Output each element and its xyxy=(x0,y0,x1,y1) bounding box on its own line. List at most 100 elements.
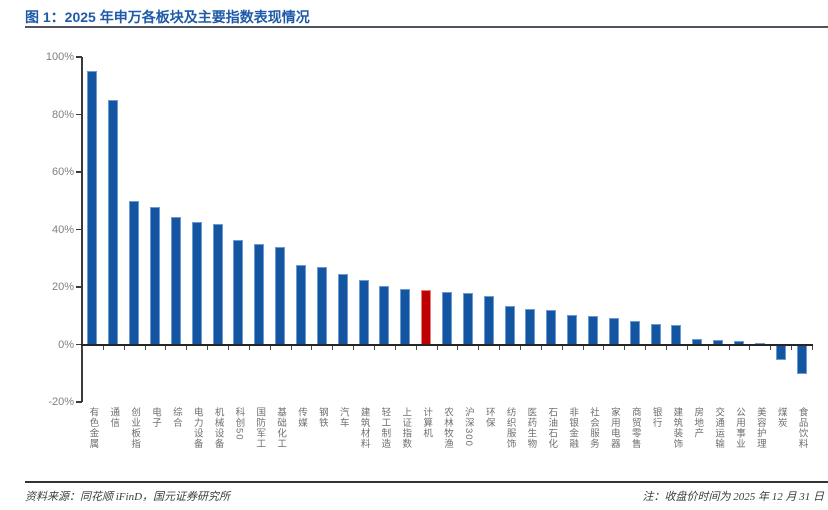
x-axis-tick xyxy=(666,345,667,350)
x-label-slot: 国防军工 xyxy=(249,407,270,483)
chart-bar xyxy=(337,274,348,345)
x-category-label: 食品饮料 xyxy=(796,407,808,449)
x-label-slot: 社会服务 xyxy=(583,407,604,483)
y-axis-tick xyxy=(76,113,82,116)
chart-bar xyxy=(441,291,452,345)
chart-bar xyxy=(504,305,515,345)
x-category-label: 建筑材料 xyxy=(358,407,370,449)
x-category-label: 钢铁 xyxy=(316,407,328,428)
x-label-slot: 电子 xyxy=(145,407,166,483)
y-axis-tick xyxy=(76,171,82,173)
plot-area: 100% 80% 60% 40% 20% 0% -20% xyxy=(46,51,813,408)
chart-bar xyxy=(567,315,578,345)
chart-bar-highlighted xyxy=(421,290,432,345)
chart-bar xyxy=(525,309,536,345)
x-label-slot: 创业板指 xyxy=(124,407,145,483)
x-axis-tick xyxy=(228,345,229,350)
x-category-label: 交通运输 xyxy=(713,407,725,449)
bar-slot xyxy=(82,57,103,402)
chart-bar xyxy=(316,266,327,345)
bar-slot xyxy=(437,57,458,402)
x-category-label: 公用事业 xyxy=(733,407,745,449)
x-axis-tick xyxy=(582,345,584,350)
y-axis-tick xyxy=(76,401,82,403)
x-category-label: 沪深300 xyxy=(462,407,474,447)
bar-slot xyxy=(749,57,770,402)
x-label-slot: 家用电器 xyxy=(603,407,624,483)
y-tick-label: 80% xyxy=(51,108,74,121)
x-axis-tick xyxy=(478,345,480,350)
x-axis-tick xyxy=(144,345,146,350)
y-axis-tick xyxy=(76,343,82,346)
chart-bar xyxy=(671,324,682,345)
x-axis-tick xyxy=(728,345,730,350)
x-label-slot: 美容护理 xyxy=(749,407,770,483)
chart-bar xyxy=(275,246,286,345)
x-category-label: 创业板指 xyxy=(129,407,141,449)
x-label-slot: 食品饮料 xyxy=(791,407,812,483)
x-label-slot: 轻工制造 xyxy=(374,407,395,483)
x-axis-tick xyxy=(812,345,813,350)
x-axis-tick xyxy=(561,345,563,350)
x-axis-tick xyxy=(290,345,292,350)
x-category-label: 纺织服饰 xyxy=(504,407,516,449)
bar-slot xyxy=(729,57,750,402)
bar-slot xyxy=(332,57,353,402)
x-axis-tick xyxy=(686,345,688,350)
x-label-slot: 计算机 xyxy=(416,407,437,483)
x-category-label: 农林牧渔 xyxy=(441,407,453,449)
x-label-slot: 建筑装饰 xyxy=(666,407,687,483)
x-label-slot: 商贸零售 xyxy=(624,407,645,483)
x-label-slot: 基础化工 xyxy=(270,407,291,483)
x-category-label: 传媒 xyxy=(295,407,307,428)
bar-slot xyxy=(270,57,291,402)
source-note: 资料来源：同花顺 iFinD，国元证券研究所 xyxy=(25,491,231,503)
chart-bar xyxy=(358,279,369,345)
x-label-slot: 钢铁 xyxy=(311,407,332,483)
x-axis-labels: 有色金属 通信 创业板指 电子 综合 电力设备 机械设备 科创50 国防军工 基础化工 传媒 钢铁 汽车… xyxy=(82,407,812,483)
y-axis-tick xyxy=(76,228,82,231)
x-category-label: 银行 xyxy=(650,407,662,428)
x-axis-tick xyxy=(415,345,417,350)
bar-slot xyxy=(562,57,583,402)
chart-bar xyxy=(650,323,661,345)
bar-slot xyxy=(645,57,666,402)
bar-slot xyxy=(603,57,624,402)
bar-slot xyxy=(624,57,645,402)
chart-bar xyxy=(796,344,807,375)
x-category-label: 通信 xyxy=(108,407,120,428)
x-label-slot: 农林牧渔 xyxy=(437,407,458,483)
bar-slot xyxy=(666,57,687,402)
x-label-slot: 通信 xyxy=(103,407,124,483)
chart-bar xyxy=(170,216,181,345)
x-axis-tick xyxy=(707,345,709,350)
x-category-label: 非银金融 xyxy=(567,407,579,449)
chart-bar xyxy=(379,285,390,345)
x-axis-tick xyxy=(311,345,313,350)
chart-bar xyxy=(212,223,223,345)
x-axis-tick xyxy=(749,345,751,350)
bar-slot xyxy=(541,57,562,402)
x-axis-tick xyxy=(248,345,250,350)
bar-slot xyxy=(687,57,708,402)
bar-slot xyxy=(520,57,541,402)
chart-bar xyxy=(233,239,244,345)
chart-bar xyxy=(608,318,619,345)
x-axis-tick xyxy=(603,345,605,350)
x-category-label: 综合 xyxy=(170,407,182,428)
x-label-slot: 电力设备 xyxy=(186,407,207,483)
x-axis-tick xyxy=(82,345,83,350)
x-category-label: 社会服务 xyxy=(587,407,599,449)
x-axis-tick xyxy=(332,345,334,350)
chart-bar xyxy=(149,206,160,345)
chart-bar xyxy=(108,100,119,345)
x-axis-tick xyxy=(436,345,438,350)
x-label-slot: 交通运输 xyxy=(708,407,729,483)
bar-slot xyxy=(186,57,207,402)
chart-bar xyxy=(775,344,786,361)
x-label-slot: 银行 xyxy=(645,407,666,483)
x-label-slot: 上证指数 xyxy=(395,407,416,483)
x-label-slot: 环保 xyxy=(478,407,499,483)
chart-bar xyxy=(400,289,411,345)
footer-divider xyxy=(25,481,828,483)
